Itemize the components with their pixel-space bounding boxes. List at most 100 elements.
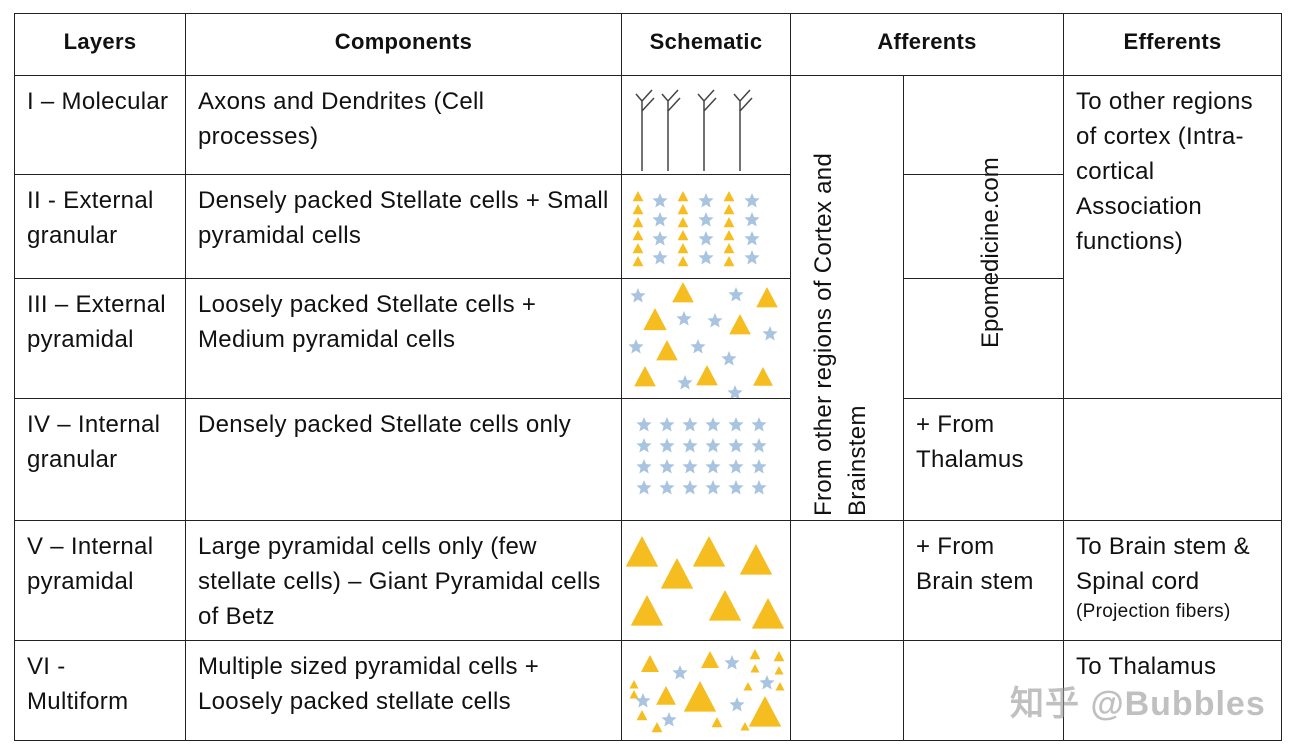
- afferent-empty: [790, 640, 904, 741]
- pyramidal-cell-icon: [723, 204, 735, 215]
- stellate-cell-icon: [652, 250, 668, 265]
- stellate-cell-icon: [728, 287, 744, 302]
- stellate-cell-icon: [630, 288, 646, 303]
- pyramidal-cell-icon: [656, 340, 678, 361]
- stellate-cell-icon: [698, 250, 714, 265]
- stellate-cell-icon: [682, 480, 698, 495]
- stellate-cell-icon: [676, 311, 692, 326]
- layer-components: Multiple sized pyramidal cells + Loosely…: [185, 640, 622, 741]
- stellate-cell-icon: [744, 212, 760, 227]
- stellate-cell-icon: [751, 438, 767, 453]
- pyramidal-cell-icon: [641, 655, 659, 672]
- pyramidal-cell-icon: [723, 191, 735, 202]
- pyramidal-cell-icon: [677, 243, 689, 254]
- pyramidal-cell-icon: [751, 598, 785, 629]
- pyramidal-cell-icon: [743, 682, 753, 691]
- pyramidal-cell-icon: [775, 682, 785, 691]
- stellate-cell-icon: [636, 438, 652, 453]
- layer-schematic: [621, 398, 791, 521]
- stellate-cell-icon: [659, 459, 675, 474]
- dendrite-icon: [661, 89, 681, 171]
- pyramidal-cell-icon: [677, 230, 689, 241]
- pyramidal-cell-icon: [629, 680, 639, 689]
- schematic-drawing: [625, 536, 785, 629]
- pyramidal-cell-icon: [723, 256, 735, 267]
- pyramidal-cell-icon: [723, 217, 735, 228]
- layer-name: II - External granular: [14, 174, 186, 279]
- pyramidal-cell-icon: [630, 595, 664, 626]
- stellate-cell-icon: [762, 326, 778, 341]
- schematic-drawing: [635, 89, 753, 171]
- header-afferents: Afferents: [790, 13, 1064, 76]
- overlay-watermark: 知乎 @Bubbles: [1010, 685, 1266, 723]
- pyramidal-cell-icon: [711, 717, 723, 728]
- epomedicine-watermark: Epomedicine.com: [977, 157, 1004, 348]
- efferent-projection-main: To Brain stem & Spinal cord: [1076, 533, 1250, 595]
- stellate-cell-icon: [721, 351, 737, 366]
- pyramidal-cell-icon: [629, 690, 639, 699]
- stellate-cell-icon: [724, 655, 740, 670]
- layer-schematic: [621, 520, 791, 641]
- afferent-brain-stem: + From Brain stem: [903, 520, 1064, 641]
- layer-schematic: [621, 640, 791, 741]
- stellate-cell-icon: [698, 212, 714, 227]
- pyramidal-cell-icon: [756, 287, 778, 308]
- stellate-cell-icon: [705, 459, 721, 474]
- efferent-projection: To Brain stem & Spinal cord (Projection …: [1063, 520, 1282, 641]
- stellate-cell-icon: [636, 480, 652, 495]
- dendrite-icon: [733, 89, 753, 171]
- stellate-cell-icon: [672, 665, 688, 680]
- schematic-drawing: [628, 282, 778, 400]
- stellate-cell-icon: [652, 193, 668, 208]
- layer-schematic: [621, 75, 791, 175]
- pyramidal-cell-icon: [632, 217, 644, 228]
- stellate-cell-icon: [635, 693, 651, 708]
- pyramidal-cell-icon: [632, 230, 644, 241]
- stellate-cell-icon: [659, 438, 675, 453]
- pyramidal-cell-icon: [677, 217, 689, 228]
- pyramidal-cell-icon: [636, 710, 648, 721]
- stellate-cell-icon: [727, 385, 743, 400]
- pyramidal-cell-icon: [683, 681, 717, 712]
- pyramidal-cell-icon: [753, 367, 773, 386]
- pyramidal-cell-icon: [748, 696, 782, 727]
- stellate-cell-icon: [751, 480, 767, 495]
- stellate-cell-icon: [698, 193, 714, 208]
- layer-name: IV – Internal granular: [14, 398, 186, 521]
- pyramidal-cell-icon: [773, 651, 785, 662]
- afferent-empty: [790, 520, 904, 641]
- pyramidal-cell-icon: [723, 230, 735, 241]
- stellate-cell-icon: [729, 697, 745, 712]
- pyramidal-cell-icon: [708, 590, 742, 621]
- stellate-cell-icon: [698, 231, 714, 246]
- stellate-cell-icon: [705, 480, 721, 495]
- stellate-cell-icon: [682, 459, 698, 474]
- pyramidal-cell-icon: [632, 204, 644, 215]
- afferent-cortex-cell: From other regions of Cortex and Brainst…: [790, 75, 904, 521]
- layer-components: Large pyramidal cells only (few stellate…: [185, 520, 622, 641]
- stellate-cell-icon: [682, 438, 698, 453]
- stellate-cell-icon: [707, 313, 723, 328]
- pyramidal-cell-icon: [750, 664, 760, 673]
- pyramidal-cell-icon: [656, 686, 676, 705]
- stellate-cell-icon: [659, 480, 675, 495]
- pyramidal-cell-icon: [696, 365, 718, 386]
- pyramidal-cell-icon: [632, 256, 644, 267]
- stellate-cell-icon: [682, 417, 698, 432]
- layer-name: VI - Multiform: [14, 640, 186, 741]
- header-components: Components: [185, 13, 622, 76]
- afferent-thalamus: + From Thalamus: [903, 398, 1064, 521]
- stellate-cell-icon: [751, 459, 767, 474]
- dendrite-icon: [697, 89, 717, 171]
- stellate-cell-icon: [759, 675, 775, 690]
- pyramidal-cell-icon: [660, 558, 694, 589]
- schematic-drawing: [632, 191, 760, 267]
- pyramidal-cell-icon: [677, 256, 689, 267]
- stellate-cell-icon: [659, 417, 675, 432]
- stellate-cell-icon: [751, 417, 767, 432]
- layer-components: Loosely packed Stellate cells + Medium p…: [185, 278, 622, 399]
- pyramidal-cell-icon: [729, 314, 751, 335]
- layer-components: Densely packed Stellate cells only: [185, 398, 622, 521]
- pyramidal-cell-icon: [701, 651, 719, 668]
- stellate-cell-icon: [628, 339, 644, 354]
